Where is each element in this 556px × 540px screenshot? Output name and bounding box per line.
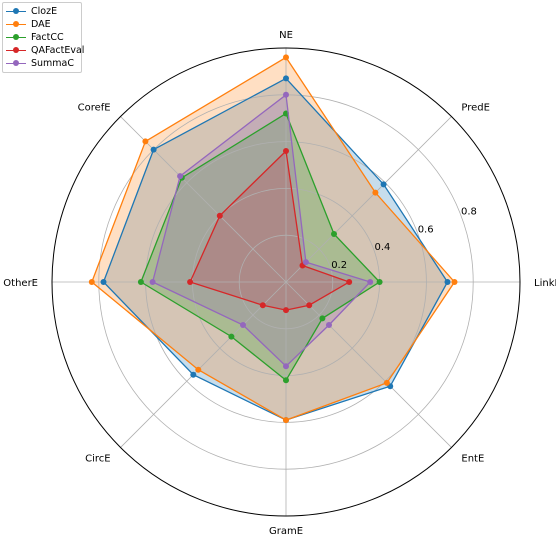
legend-item-summac: SummaC: [6, 57, 78, 70]
legend-item-cloze: ClozE: [6, 5, 78, 18]
axis-label-circe: CircE: [85, 453, 110, 464]
radial-tick-label: 0.6: [418, 224, 434, 235]
point-dae-ente: [383, 379, 390, 386]
legend-label: SummaC: [31, 58, 75, 69]
polar-frame: [51, 47, 521, 517]
radial-tick-label: 0.4: [375, 242, 391, 253]
point-dae-prede: [372, 189, 379, 196]
point-summac-corefe: [177, 173, 184, 180]
point-summac-circe: [240, 322, 246, 328]
series-lines: [88, 54, 458, 424]
point-summac-prede: [302, 259, 309, 266]
legend-label: DAE: [31, 19, 51, 30]
point-qafacteval-othere: [187, 279, 194, 285]
point-cloze-corefe: [150, 146, 157, 153]
point-factcc-prede: [331, 231, 337, 237]
point-factcc-ente: [319, 315, 326, 322]
axis-label-corefe: CorefE: [78, 103, 111, 114]
axis-label-linke: LinkE: [534, 278, 556, 289]
point-summac-grame: [283, 363, 289, 370]
point-dae-othere: [88, 279, 95, 285]
series-area-dae: [91, 57, 455, 421]
point-summac-ne: [283, 91, 289, 98]
grid-spoke: [120, 281, 287, 448]
legend-item-dae: DAE: [6, 18, 78, 31]
legend: ClozE DAE FactCC QAFactEval SummaC: [2, 2, 84, 73]
axis-labels: 0.2 0.4 0.6 0.8 LinkE PredE NE CorefE OtherE Circ…: [3, 30, 556, 537]
legend-label: QAFactEval: [31, 45, 85, 56]
legend-swatch: [6, 33, 26, 43]
radial-tick-label: 0.8: [461, 206, 477, 217]
legend-swatch: [6, 59, 26, 69]
point-qafacteval-ne: [283, 148, 289, 154]
legend-label: ClozE: [31, 6, 58, 17]
point-summac-othere: [149, 279, 156, 285]
point-summac-linke: [367, 279, 374, 285]
legend-swatch: [6, 7, 26, 17]
axis-label-ne: NE: [279, 30, 293, 41]
point-factcc-linke: [376, 279, 383, 285]
legend-item-factcc: FactCC: [6, 31, 78, 44]
legend-item-qafacteval: QAFactEval: [6, 44, 84, 57]
point-cloze-othere: [100, 279, 107, 285]
axis-label-prede: PredE: [461, 103, 490, 114]
point-dae-grame: [283, 417, 289, 424]
axis-label-grame: GramE: [269, 526, 303, 537]
series-fills: [91, 57, 455, 421]
point-cloze-ne: [283, 75, 289, 82]
point-factcc-circe: [228, 333, 235, 340]
series-area-qafacteval: [190, 151, 350, 311]
axis-label-othere: OtherE: [3, 278, 38, 289]
point-factcc-grame: [283, 377, 289, 384]
point-dae-circe: [195, 366, 202, 373]
legend-swatch: [6, 46, 26, 56]
point-dae-corefe: [142, 138, 149, 145]
grid: [51, 47, 521, 517]
point-factcc-othere: [137, 279, 144, 285]
grid-spoke: [285, 116, 452, 283]
point-dae-ne: [283, 54, 289, 61]
radial-tick-label: 0.2: [331, 260, 347, 271]
legend-swatch: [6, 20, 26, 30]
axis-label-ente: EntE: [461, 453, 484, 464]
point-qafacteval-grame: [283, 307, 289, 314]
point-dae-linke: [451, 279, 458, 285]
point-cloze-circe: [190, 371, 197, 378]
series-area-factcc: [140, 113, 380, 381]
point-qafacteval-linke: [346, 279, 353, 285]
point-qafacteval-ente: [306, 302, 313, 309]
point-summac-ente: [326, 322, 332, 328]
point-qafacteval-corefe: [216, 212, 223, 219]
point-cloze-linke: [444, 279, 451, 285]
grid-spoke: [120, 116, 287, 283]
legend-label: FactCC: [31, 32, 64, 43]
grid-spoke: [285, 281, 452, 448]
point-qafacteval-circe: [259, 302, 266, 309]
point-cloze-prede: [380, 181, 387, 188]
